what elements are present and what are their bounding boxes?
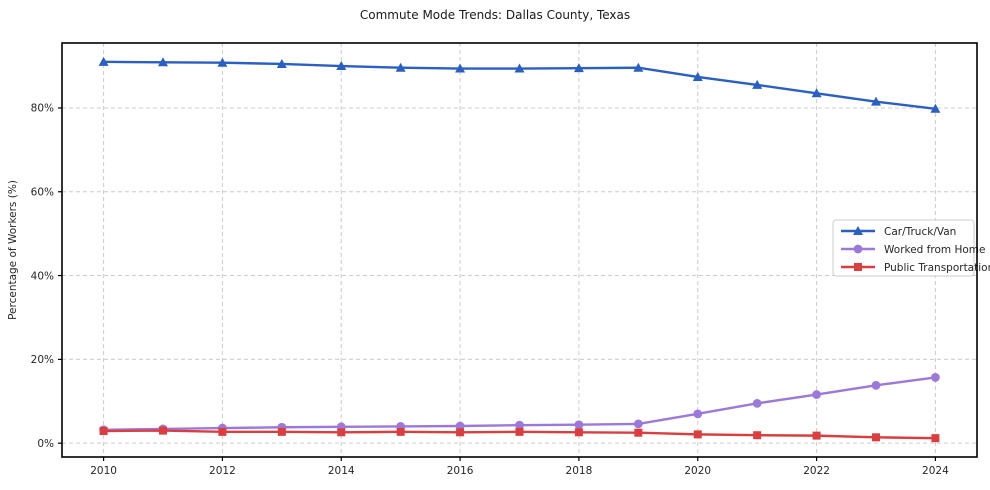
- marker-car-truck-van: [633, 62, 644, 72]
- plot-border: [61, 42, 978, 458]
- marker-public-transportation: [218, 427, 227, 436]
- x-tick-label: 2014: [328, 465, 355, 477]
- marker-car-truck-van: [217, 57, 228, 67]
- marker-car-truck-van: [930, 103, 941, 113]
- marker-car-truck-van: [811, 88, 822, 98]
- marker-public-transportation: [515, 427, 524, 436]
- x-tick-label: 2020: [684, 465, 711, 477]
- marker-car-truck-van: [98, 56, 109, 66]
- y-tick-label: 40%: [31, 270, 54, 282]
- legend-marker-worked-from-home: [853, 244, 863, 254]
- marker-worked-from-home: [633, 419, 643, 429]
- y-tick-label: 80%: [31, 103, 54, 115]
- marker-public-transportation: [693, 430, 702, 439]
- y-tick-label: 20%: [31, 354, 54, 366]
- marker-public-transportation: [456, 428, 465, 437]
- marker-public-transportation: [337, 428, 346, 437]
- marker-worked-from-home: [693, 409, 703, 419]
- marker-public-transportation: [753, 431, 762, 440]
- marker-car-truck-van: [573, 63, 584, 73]
- x-tick-label: 2022: [803, 465, 830, 477]
- marker-public-transportation: [396, 427, 405, 436]
- y-tick-label: 0%: [37, 438, 54, 450]
- marker-public-transportation: [99, 427, 108, 436]
- marker-public-transportation: [812, 431, 821, 440]
- marker-car-truck-van: [395, 62, 406, 72]
- chart-title: Commute Mode Trends: Dallas County, Texa…: [359, 8, 631, 22]
- marker-worked-from-home: [515, 420, 524, 430]
- marker-worked-from-home: [455, 421, 465, 431]
- legend-label-worked-from-home: Worked from Home: [884, 244, 985, 256]
- marker-public-transportation: [277, 427, 286, 436]
- marker-car-truck-van: [158, 57, 169, 67]
- x-tick-label: 2018: [566, 465, 593, 477]
- marker-public-transportation: [159, 426, 168, 435]
- marker-car-truck-van: [455, 63, 466, 73]
- legend-marker-public-transportation: [854, 263, 862, 271]
- legend-marker-car-truck-van: [853, 226, 863, 235]
- marker-public-transportation: [634, 428, 643, 437]
- marker-public-transportation: [931, 434, 940, 443]
- marker-worked-from-home: [812, 390, 821, 399]
- x-tick-label: 2016: [447, 465, 474, 477]
- marker-car-truck-van: [276, 58, 287, 68]
- marker-car-truck-van: [870, 96, 881, 106]
- legend-box: [832, 219, 975, 277]
- marker-worked-from-home: [752, 398, 762, 408]
- x-tick-label: 2010: [90, 465, 117, 477]
- x-tick-label: 2024: [922, 465, 949, 477]
- legend-label-public-transportation: Public Transportation: [884, 262, 990, 274]
- marker-worked-from-home: [574, 420, 584, 430]
- marker-public-transportation: [871, 433, 880, 442]
- marker-worked-from-home: [931, 372, 940, 382]
- legend-label-car-truck-van: Car/Truck/Van: [884, 226, 956, 238]
- marker-worked-from-home: [871, 380, 881, 390]
- x-tick-label: 2012: [209, 465, 236, 477]
- marker-public-transportation: [574, 428, 583, 437]
- marker-car-truck-van: [514, 63, 525, 73]
- marker-car-truck-van: [752, 79, 763, 89]
- marker-car-truck-van: [692, 71, 703, 81]
- y-tick-label: 60%: [31, 187, 54, 199]
- marker-car-truck-van: [336, 61, 347, 71]
